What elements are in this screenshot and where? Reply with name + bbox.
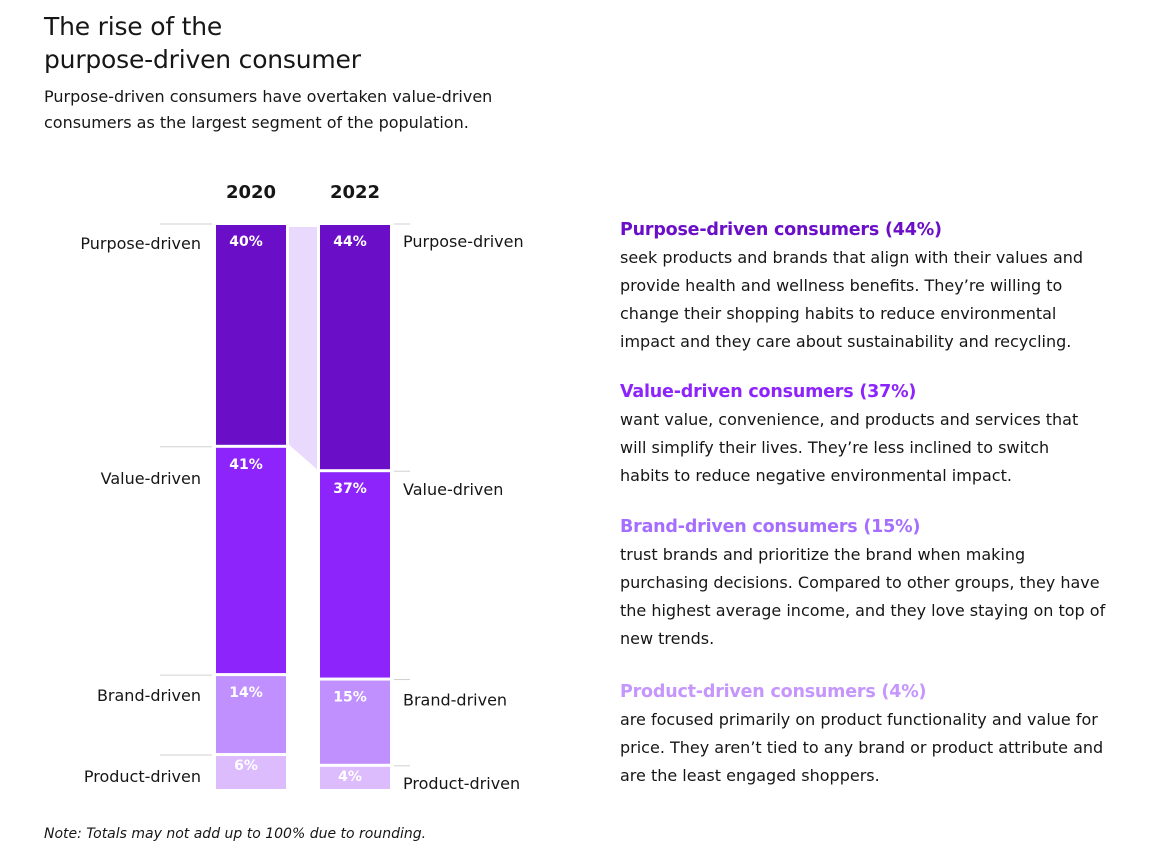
year-label-2022: 2022 [330,182,380,203]
bar-value-driven-2022 [320,472,390,678]
right-label-purpose-driven: Purpose-driven [403,232,524,251]
description-line: seek products and brands that align with… [620,248,1084,267]
right-label-product-driven: Product-driven [403,774,520,793]
footnote: Note: Totals may not add up to 100% due … [44,826,427,842]
description-line: provide health and wellness benefits. Th… [620,276,1063,295]
bar-brand-driven-2020 [216,676,286,754]
bar-purpose-driven-2020 [216,225,286,445]
title-line-1: The rise of the [44,12,223,41]
bar-brand-driven-2022 [320,680,390,764]
left-label-brand-driven: Brand-driven [97,686,201,705]
description-line: are the least engaged shoppers. [620,766,880,785]
description-line: change their shopping habits to reduce e… [620,304,1057,323]
left-label-purpose-driven: Purpose-driven [80,234,201,253]
bar-value-driven-2020 [216,447,286,674]
year-label-2020: 2020 [226,182,276,203]
description-block: Product-driven consumers (4%) are focused… [620,678,1150,790]
bar-product-driven-2020 [216,756,286,789]
description-title: Value-driven consumers (37%) [620,382,917,402]
right-label-value-driven: Value-driven [403,480,503,499]
description-line: impact and they care about sustainabilit… [620,332,1072,351]
data-label-purpose-driven-2022: 44% [333,234,367,250]
description-line: want value, convenience, and products an… [620,410,1079,429]
left-label-product-driven: Product-driven [84,767,201,786]
description-line: new trends. [620,629,715,648]
description-line: purchasing decisions. Compared to other … [620,573,1100,592]
chart-title: The rise of the purpose-driven consumer [44,10,361,76]
data-label-product-driven-2020: 6% [234,758,258,774]
chart-subtitle: Purpose-driven consumers have overtaken … [44,87,493,132]
data-label-value-driven-2020: 41% [229,457,263,473]
title-line-2: purpose-driven consumer [44,45,361,74]
description-block: Purpose-driven consumers (44%) seek produ… [620,216,1150,356]
description-title: Purpose-driven consumers (44%) [620,220,942,240]
stacked-bar-chart: 2020 2022 40% Purpose-driven 44% Purpose-driv… [80,182,524,793]
bar-purpose-driven-2022 [320,225,390,470]
purpose-driven-connector [289,227,317,470]
bar-product-driven-2022 [320,766,390,789]
description-block: Value-driven consumers (37%) want value, … [620,378,1150,490]
left-label-value-driven: Value-driven [101,469,201,488]
description-title: Brand-driven consumers (15%) [620,517,921,537]
data-label-brand-driven-2022: 15% [333,690,367,706]
right-label-brand-driven: Brand-driven [403,691,507,710]
description-line: habits to reduce negative environmental … [620,466,1012,485]
data-label-brand-driven-2020: 14% [229,685,263,701]
description-line: will simplify their lives. They’re less … [620,438,1050,457]
description-line: the highest average income, and they lov… [620,601,1106,620]
data-label-purpose-driven-2020: 40% [229,234,263,250]
description-line: price. They aren’t tied to any brand or … [620,738,1104,757]
data-label-product-driven-2022: 4% [338,769,362,785]
description-line: trust brands and prioritize the brand wh… [620,545,1026,564]
description-line: are focused primarily on product functio… [620,710,1098,729]
description-block: Brand-driven consumers (15%) trust brands… [620,513,1150,653]
description-title: Product-driven consumers (4%) [620,682,927,702]
data-label-value-driven-2022: 37% [333,481,367,497]
